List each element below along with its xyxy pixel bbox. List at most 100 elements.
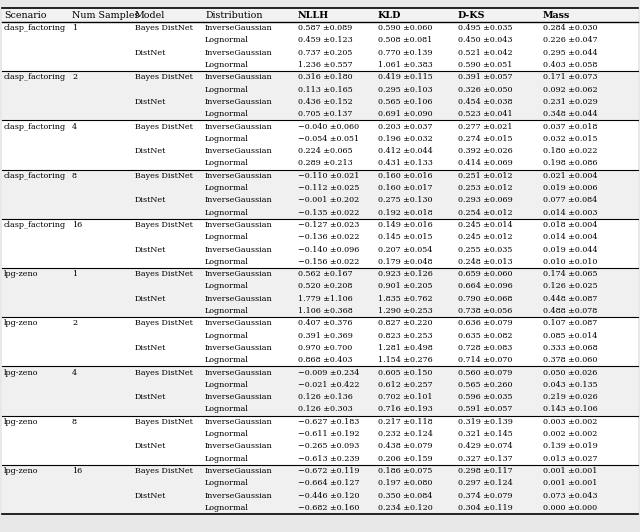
Text: 0.319 ±0.139: 0.319 ±0.139 — [458, 418, 513, 426]
Text: Lognormal: Lognormal — [205, 135, 249, 143]
Text: lpg-zeno: lpg-zeno — [4, 270, 38, 278]
Text: 0.321 ±0.145: 0.321 ±0.145 — [458, 430, 513, 438]
Text: 0.438 ±0.079: 0.438 ±0.079 — [378, 442, 433, 451]
Text: 0.297 ±0.124: 0.297 ±0.124 — [458, 479, 513, 487]
Text: 16: 16 — [72, 467, 83, 475]
Text: −0.135 ±0.022: −0.135 ±0.022 — [298, 209, 360, 217]
Bar — [2, 256, 638, 268]
Text: 0.348 ±0.044: 0.348 ±0.044 — [543, 110, 598, 118]
Text: 0.728 ±0.083: 0.728 ±0.083 — [458, 344, 513, 352]
Text: 0.823 ±0.253: 0.823 ±0.253 — [378, 331, 433, 339]
Text: 0.207 ±0.054: 0.207 ±0.054 — [378, 246, 433, 254]
Text: Bayes DistNet: Bayes DistNet — [135, 270, 193, 278]
Text: Num Samples: Num Samples — [72, 11, 140, 20]
Text: 0.414 ±0.069: 0.414 ±0.069 — [458, 160, 513, 168]
Text: KLD: KLD — [378, 11, 401, 20]
Text: 0.705 ±0.137: 0.705 ±0.137 — [298, 110, 353, 118]
Text: 0.032 ±0.015: 0.032 ±0.015 — [543, 135, 598, 143]
Text: 1: 1 — [72, 24, 77, 32]
Bar — [2, 231, 638, 244]
Text: 0.590 ±0.051: 0.590 ±0.051 — [458, 61, 513, 69]
Text: 1.154 ±0.276: 1.154 ±0.276 — [378, 356, 433, 364]
Text: 0.450 ±0.043: 0.450 ±0.043 — [458, 37, 513, 45]
Text: Bayes DistNet: Bayes DistNet — [135, 319, 193, 327]
Text: −0.672 ±0.119: −0.672 ±0.119 — [298, 467, 360, 475]
Text: 0.037 ±0.018: 0.037 ±0.018 — [543, 122, 597, 130]
Text: 2: 2 — [72, 73, 77, 81]
Text: 0.827 ±0.220: 0.827 ±0.220 — [378, 319, 433, 327]
Bar — [2, 354, 638, 367]
Text: 0.206 ±0.159: 0.206 ±0.159 — [378, 455, 433, 463]
Text: −0.156 ±0.022: −0.156 ±0.022 — [298, 258, 360, 266]
Text: 0.149 ±0.016: 0.149 ±0.016 — [378, 221, 433, 229]
Text: 0.562 ±0.167: 0.562 ±0.167 — [298, 270, 353, 278]
Text: DistNet: DistNet — [135, 492, 166, 500]
Text: 0.590 ±0.060: 0.590 ±0.060 — [378, 24, 433, 32]
Text: 1.835 ±0.762: 1.835 ±0.762 — [378, 295, 433, 303]
Text: 0.143 ±0.106: 0.143 ±0.106 — [543, 405, 598, 413]
Text: −0.446 ±0.120: −0.446 ±0.120 — [298, 492, 360, 500]
Text: 0.197 ±0.080: 0.197 ±0.080 — [378, 479, 433, 487]
Text: 0.436 ±0.152: 0.436 ±0.152 — [298, 98, 353, 106]
Text: Lognormal: Lognormal — [205, 61, 249, 69]
Text: lpg-zeno: lpg-zeno — [4, 418, 38, 426]
Text: InverseGaussian: InverseGaussian — [205, 369, 273, 377]
Text: 0.327 ±0.137: 0.327 ±0.137 — [458, 455, 513, 463]
Text: InverseGaussian: InverseGaussian — [205, 270, 273, 278]
Text: 0.043 ±0.135: 0.043 ±0.135 — [543, 381, 598, 389]
Text: −0.054 ±0.051: −0.054 ±0.051 — [298, 135, 359, 143]
Text: 0.565 ±0.260: 0.565 ±0.260 — [458, 381, 513, 389]
Text: 8: 8 — [72, 418, 77, 426]
Bar — [2, 453, 638, 465]
Text: −0.009 ±0.234: −0.009 ±0.234 — [298, 369, 360, 377]
Text: 0.092 ±0.062: 0.092 ±0.062 — [543, 86, 598, 94]
Text: 1: 1 — [72, 270, 77, 278]
Bar — [2, 120, 638, 132]
Bar — [2, 8, 638, 22]
Text: InverseGaussian: InverseGaussian — [205, 122, 273, 130]
Text: 0.448 ±0.087: 0.448 ±0.087 — [543, 295, 597, 303]
Text: InverseGaussian: InverseGaussian — [205, 246, 273, 254]
Bar — [2, 440, 638, 453]
Text: 0.231 ±0.029: 0.231 ±0.029 — [543, 98, 598, 106]
Text: DistNet: DistNet — [135, 442, 166, 451]
Text: −0.136 ±0.022: −0.136 ±0.022 — [298, 233, 360, 241]
Text: 0.254 ±0.012: 0.254 ±0.012 — [458, 209, 513, 217]
Text: InverseGaussian: InverseGaussian — [205, 49, 273, 57]
Text: DistNet: DistNet — [135, 49, 166, 57]
Bar — [2, 293, 638, 305]
Text: Lognormal: Lognormal — [205, 184, 249, 192]
Text: 0.374 ±0.079: 0.374 ±0.079 — [458, 492, 513, 500]
Text: 0.923 ±0.126: 0.923 ±0.126 — [378, 270, 433, 278]
Text: InverseGaussian: InverseGaussian — [205, 73, 273, 81]
Bar — [2, 391, 638, 403]
Text: clasp_factoring: clasp_factoring — [4, 122, 66, 130]
Text: 0.326 ±0.050: 0.326 ±0.050 — [458, 86, 513, 94]
Text: 0.635 ±0.082: 0.635 ±0.082 — [458, 331, 513, 339]
Text: InverseGaussian: InverseGaussian — [205, 172, 273, 180]
Text: 0.255 ±0.035: 0.255 ±0.035 — [458, 246, 513, 254]
Text: 0.714 ±0.070: 0.714 ±0.070 — [458, 356, 513, 364]
Text: NLLH: NLLH — [298, 11, 329, 20]
Text: Distribution: Distribution — [205, 11, 262, 20]
Text: 0.587 ±0.089: 0.587 ±0.089 — [298, 24, 352, 32]
Text: −0.265 ±0.093: −0.265 ±0.093 — [298, 442, 360, 451]
Text: 0.014 ±0.003: 0.014 ±0.003 — [543, 209, 598, 217]
Text: lpg-zeno: lpg-zeno — [4, 467, 38, 475]
Text: 0.378 ±0.060: 0.378 ±0.060 — [543, 356, 597, 364]
Text: 0.251 ±0.012: 0.251 ±0.012 — [458, 172, 513, 180]
Text: Lognormal: Lognormal — [205, 110, 249, 118]
Text: 0.520 ±0.208: 0.520 ±0.208 — [298, 282, 353, 290]
Text: Bayes DistNet: Bayes DistNet — [135, 73, 193, 81]
Text: Mass: Mass — [543, 11, 570, 20]
Text: 0.591 ±0.057: 0.591 ±0.057 — [458, 405, 513, 413]
Text: 0.289 ±0.213: 0.289 ±0.213 — [298, 160, 353, 168]
Text: 0.277 ±0.021: 0.277 ±0.021 — [458, 122, 513, 130]
Bar — [2, 157, 638, 170]
Text: 0.198 ±0.086: 0.198 ±0.086 — [543, 160, 598, 168]
Text: 0.139 ±0.019: 0.139 ±0.019 — [543, 442, 598, 451]
Text: 0.014 ±0.004: 0.014 ±0.004 — [543, 233, 598, 241]
Text: 1.290 ±0.253: 1.290 ±0.253 — [378, 307, 433, 315]
Text: lpg-zeno: lpg-zeno — [4, 369, 38, 377]
Text: InverseGaussian: InverseGaussian — [205, 344, 273, 352]
